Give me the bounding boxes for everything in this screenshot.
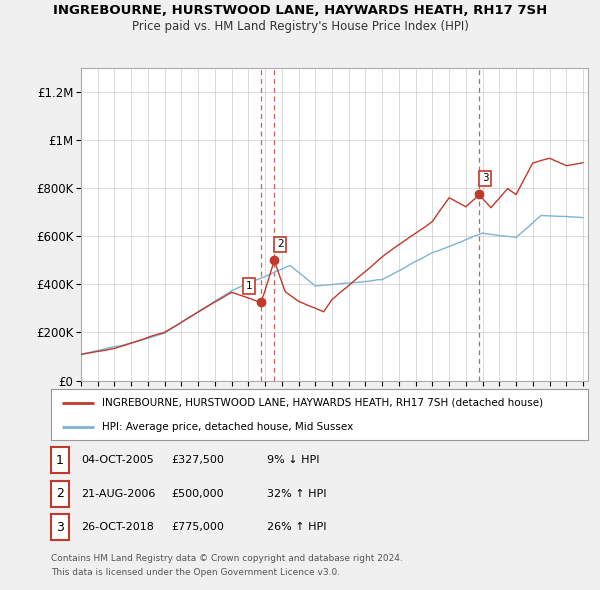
Text: This data is licensed under the Open Government Licence v3.0.: This data is licensed under the Open Gov… bbox=[51, 568, 340, 577]
Text: 1: 1 bbox=[56, 454, 64, 467]
Text: Price paid vs. HM Land Registry's House Price Index (HPI): Price paid vs. HM Land Registry's House … bbox=[131, 20, 469, 33]
Text: 2: 2 bbox=[56, 487, 64, 500]
Text: 3: 3 bbox=[56, 521, 64, 534]
Text: £327,500: £327,500 bbox=[171, 455, 224, 465]
Text: 26-OCT-2018: 26-OCT-2018 bbox=[81, 523, 154, 532]
Text: £775,000: £775,000 bbox=[171, 523, 224, 532]
Text: 32% ↑ HPI: 32% ↑ HPI bbox=[267, 489, 326, 499]
Text: INGREBOURNE, HURSTWOOD LANE, HAYWARDS HEATH, RH17 7SH: INGREBOURNE, HURSTWOOD LANE, HAYWARDS HE… bbox=[53, 4, 547, 17]
Text: 21-AUG-2006: 21-AUG-2006 bbox=[81, 489, 155, 499]
Text: HPI: Average price, detached house, Mid Sussex: HPI: Average price, detached house, Mid … bbox=[102, 422, 353, 432]
Text: 26% ↑ HPI: 26% ↑ HPI bbox=[267, 523, 326, 532]
Text: 1: 1 bbox=[246, 281, 253, 291]
Text: 04-OCT-2005: 04-OCT-2005 bbox=[81, 455, 154, 465]
Text: Contains HM Land Registry data © Crown copyright and database right 2024.: Contains HM Land Registry data © Crown c… bbox=[51, 555, 403, 563]
Text: INGREBOURNE, HURSTWOOD LANE, HAYWARDS HEATH, RH17 7SH (detached house): INGREBOURNE, HURSTWOOD LANE, HAYWARDS HE… bbox=[102, 398, 543, 408]
Text: 9% ↓ HPI: 9% ↓ HPI bbox=[267, 455, 320, 465]
Text: £500,000: £500,000 bbox=[171, 489, 224, 499]
Text: 3: 3 bbox=[482, 173, 488, 183]
Text: 2: 2 bbox=[277, 240, 283, 250]
